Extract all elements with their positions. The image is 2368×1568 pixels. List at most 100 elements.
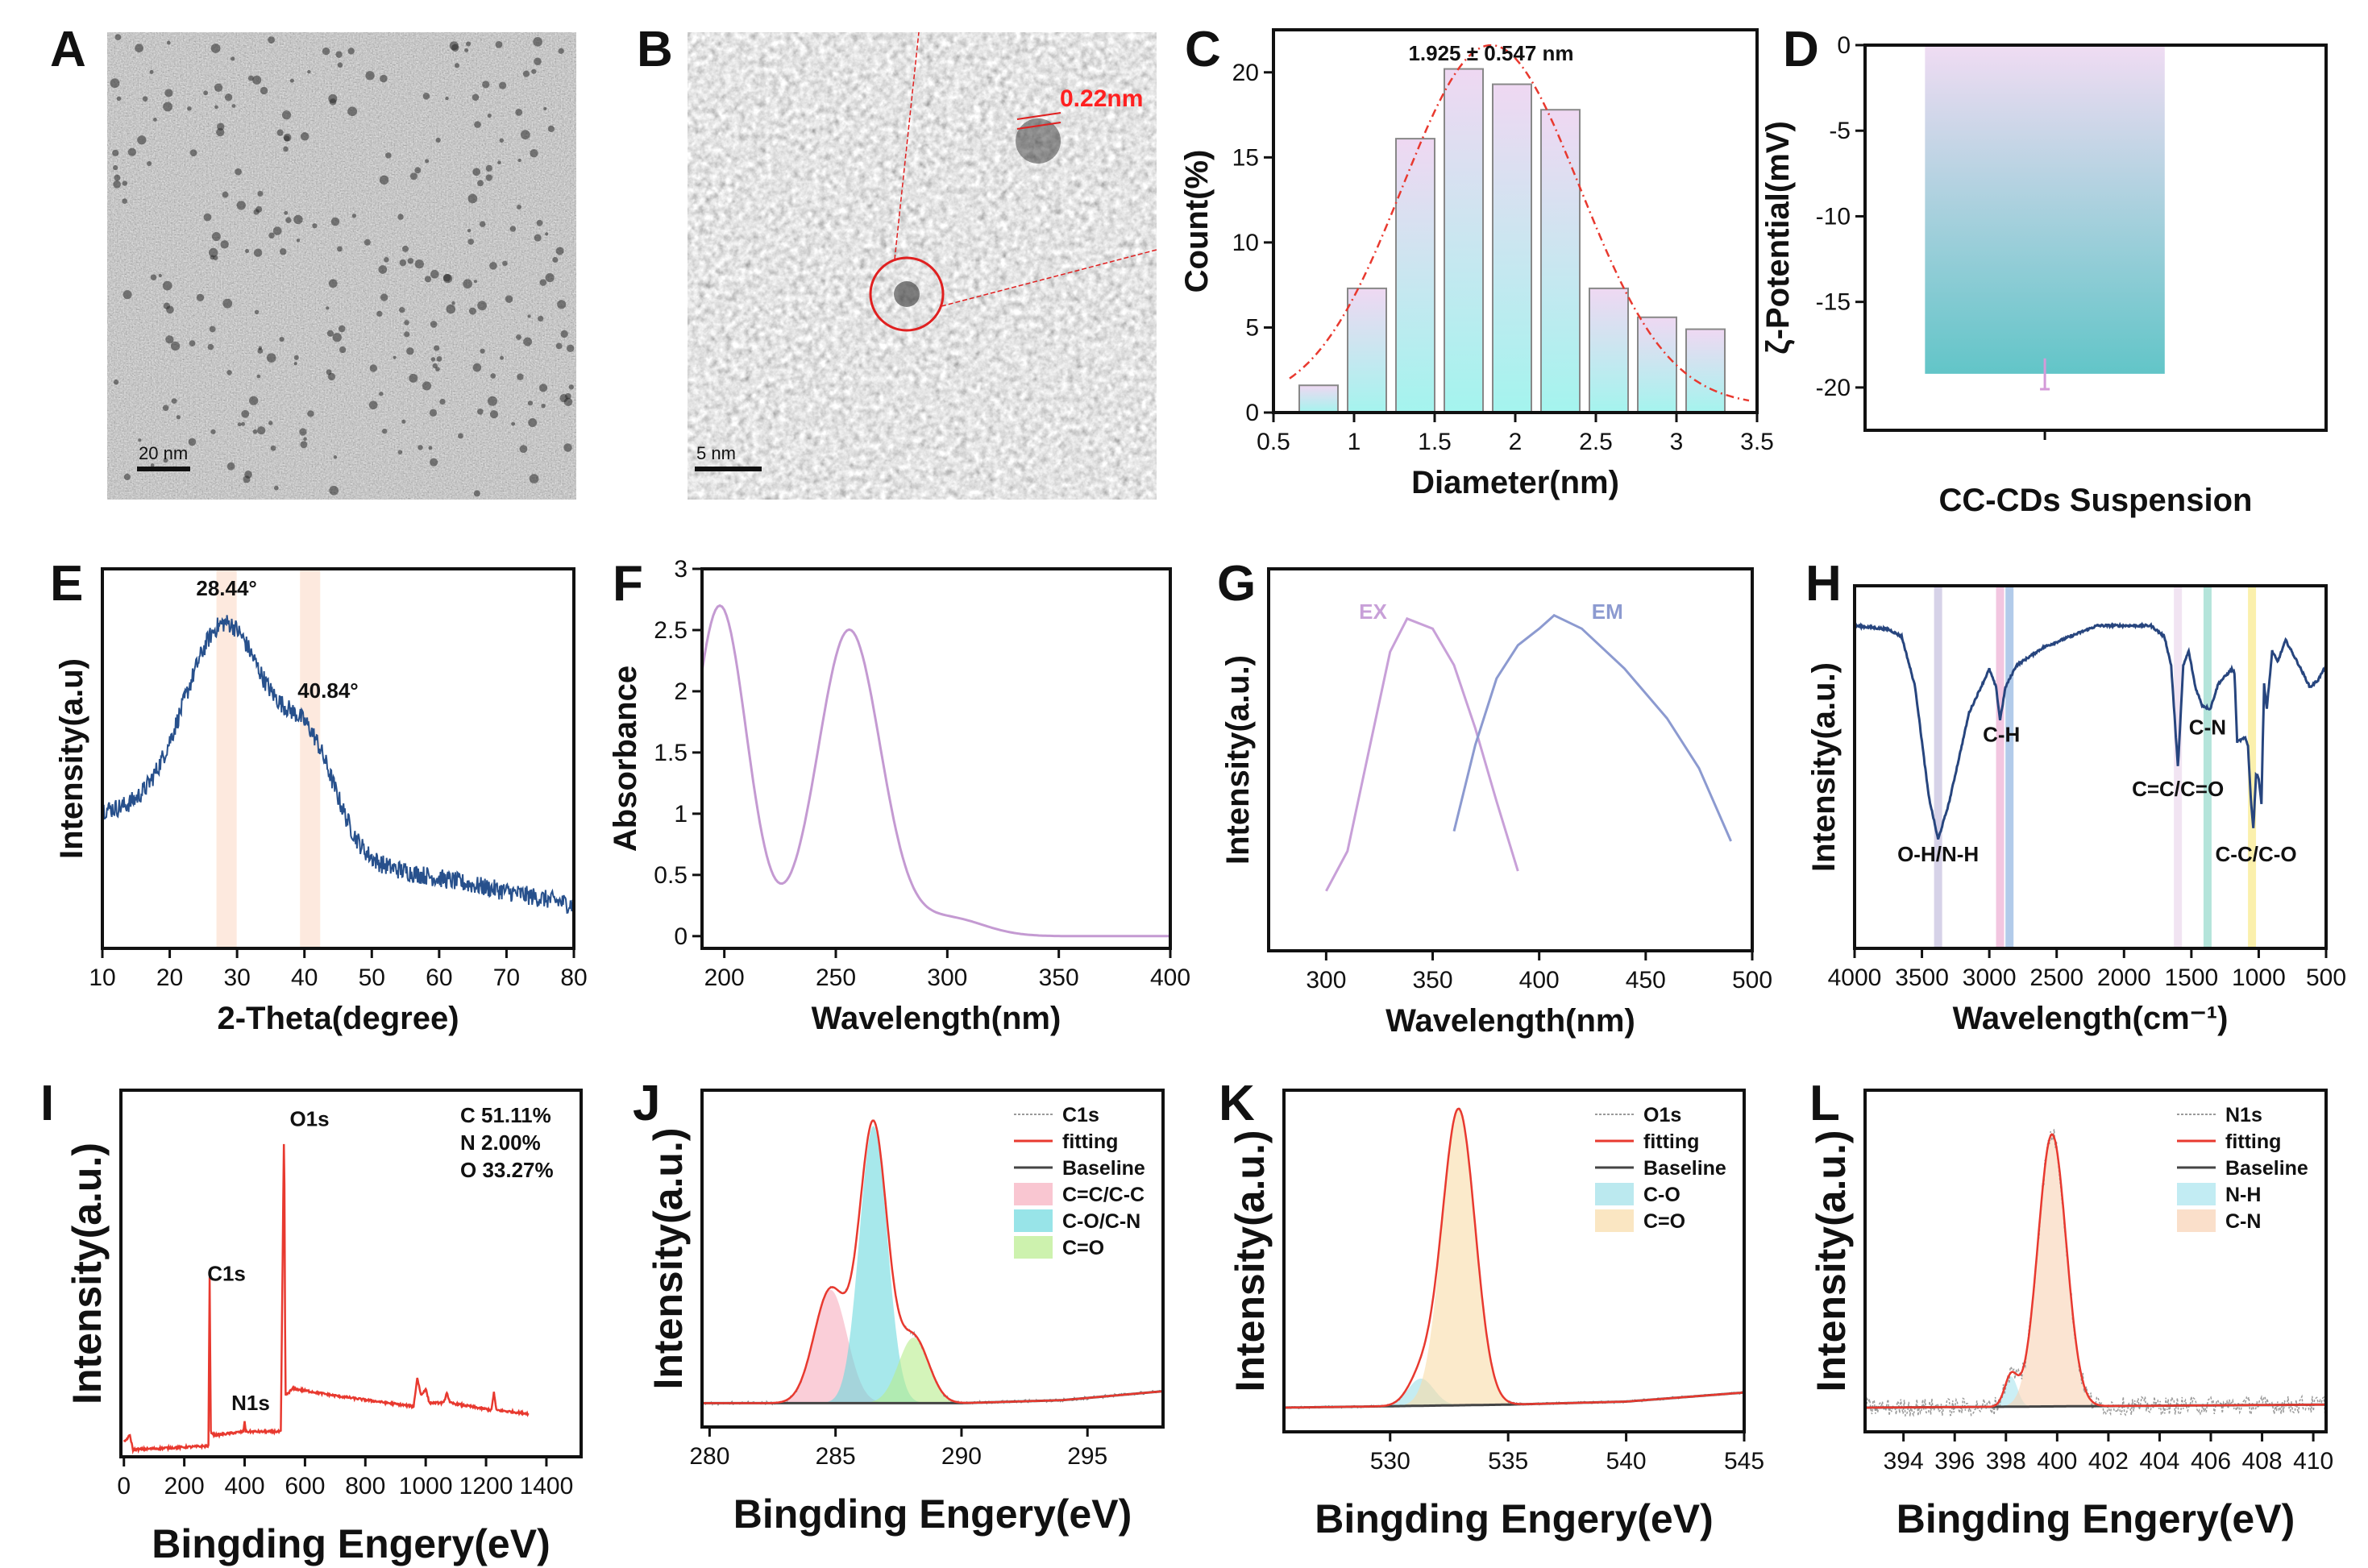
- y-tick-label: -10: [1816, 203, 1851, 230]
- panel-g: EX EM 300 350 400 450 500 Wavelength(nm) Intensi…: [1220, 567, 1772, 1039]
- nanoparticle: [399, 307, 405, 313]
- nanoparticle: [187, 106, 192, 111]
- x-tick-label: 400: [1519, 967, 1560, 993]
- x-tick-label: 402: [2088, 1448, 2129, 1475]
- nanoparticle: [429, 409, 438, 417]
- nanoparticle: [379, 175, 389, 185]
- nanoparticle: [381, 428, 388, 434]
- x-tick-label: 400: [1150, 964, 1190, 991]
- x-tick-label: 0: [117, 1473, 131, 1500]
- lattice-marker: [1016, 112, 1061, 120]
- nanoparticle: [466, 41, 472, 47]
- raw-data-line: [1283, 1107, 1745, 1410]
- nanoparticle: [404, 320, 409, 326]
- panel-letter-h: H: [1805, 556, 1842, 612]
- histogram-bar: [1347, 287, 1387, 413]
- histogram-bar: [1685, 328, 1726, 413]
- nanoparticle: [418, 445, 423, 450]
- y-tick-label: -20: [1816, 375, 1851, 401]
- nanoparticle: [376, 310, 383, 317]
- nanoparticle: [523, 337, 533, 346]
- panel-f: 200 250 300 350 400 0 0.5 1 1.5 2 2.5 3 Wavelength(n…: [608, 556, 1190, 1036]
- nanoparticle: [406, 347, 414, 355]
- nanoparticle: [165, 335, 174, 344]
- plot-frame: [119, 1089, 583, 1458]
- nanoparticle: [439, 398, 446, 405]
- nanoparticle: [253, 248, 263, 257]
- nanoparticle: [222, 191, 229, 198]
- legend-label: fitting: [1643, 1130, 1699, 1153]
- x-tick-label: 290: [941, 1443, 982, 1470]
- y-tick-label: 5: [1245, 314, 1259, 341]
- nanoparticle: [243, 475, 251, 483]
- legend-swatch-component: [1595, 1209, 1634, 1232]
- nanoparticle: [443, 274, 453, 284]
- x-tick-label: 300: [1306, 967, 1346, 993]
- nanoparticle: [543, 106, 547, 110]
- nanoparticle: [528, 418, 538, 428]
- nanoparticle: [414, 259, 424, 269]
- panel-letter-j: J: [633, 1076, 660, 1131]
- nanoparticle: [220, 240, 229, 249]
- nanoparticle: [393, 355, 397, 359]
- nanoparticle: [467, 228, 472, 233]
- legend-label: N1s: [2225, 1104, 2262, 1126]
- plot-frame: [1282, 1089, 1746, 1433]
- plot-frame: [1863, 1089, 2328, 1433]
- x-axis-label: Bingding Engery(eV): [1896, 1496, 2295, 1541]
- nanoparticle: [249, 396, 259, 405]
- nanoparticle: [293, 362, 297, 366]
- nanoparticle: [114, 34, 122, 41]
- nanoparticle: [332, 333, 342, 342]
- nanoparticle: [384, 257, 389, 263]
- nanoparticle: [256, 374, 261, 379]
- y-axis-label: Intensity(a.u.): [1228, 1130, 1273, 1392]
- nanoparticle: [209, 326, 216, 333]
- nanoparticle: [339, 346, 347, 354]
- legend-swatch-component: [1595, 1183, 1634, 1205]
- legend-swatch-component: [1014, 1236, 1053, 1259]
- x-tick-label: 4000: [1828, 964, 1882, 991]
- absorption-band: [2248, 586, 2257, 948]
- nanoparticle: [123, 473, 131, 480]
- nanoparticle: [538, 315, 544, 322]
- panel-letter-g: G: [1217, 556, 1256, 612]
- nanoparticle: [237, 422, 242, 427]
- nanoparticle: [365, 71, 375, 81]
- y-axis-label: Intensity(a.u.): [646, 1127, 691, 1389]
- nanoparticle: [189, 340, 196, 347]
- nanoparticle: [527, 400, 534, 406]
- panel-letter-d: D: [1783, 22, 1819, 77]
- y-axis-label: Intensity(a.u): [54, 658, 89, 859]
- nanoparticle: [231, 56, 235, 61]
- nanoparticle: [529, 474, 539, 483]
- x-tick-label: 3500: [1895, 964, 1949, 991]
- nanoparticle: [158, 273, 162, 278]
- nanoparticle: [430, 458, 438, 467]
- nanoparticle: [479, 221, 486, 227]
- nanoparticle: [463, 279, 472, 289]
- nanoparticle: [335, 51, 343, 58]
- x-tick-label: 60: [426, 964, 452, 991]
- composition-entry: O 33.27%: [460, 1158, 554, 1182]
- nanoparticle: [557, 300, 567, 309]
- nanoparticle: [328, 279, 338, 288]
- nanoparticle: [563, 443, 572, 452]
- nanoparticle: [300, 132, 310, 141]
- nanoparticle: [138, 438, 142, 442]
- panel-k: O1s fitting Baseline C-O C=O 530 535 540 545 Bing…: [1228, 1089, 1764, 1541]
- nanoparticle: [409, 373, 418, 383]
- histogram-bar: [1492, 83, 1532, 414]
- x-tick-label: 600: [285, 1473, 325, 1500]
- peak-label: 28.44°: [196, 576, 256, 600]
- nanoparticle: [273, 485, 279, 491]
- nanoparticle: [244, 249, 250, 254]
- y-axis-label: Absorbance: [608, 666, 643, 852]
- nanoparticle: [364, 239, 371, 246]
- nanoparticle: [329, 485, 339, 496]
- legend-label: Baseline: [2225, 1157, 2308, 1180]
- histogram-bar: [1298, 384, 1339, 414]
- legend-label: C=O: [1643, 1210, 1685, 1233]
- nanoparticle: [147, 161, 152, 167]
